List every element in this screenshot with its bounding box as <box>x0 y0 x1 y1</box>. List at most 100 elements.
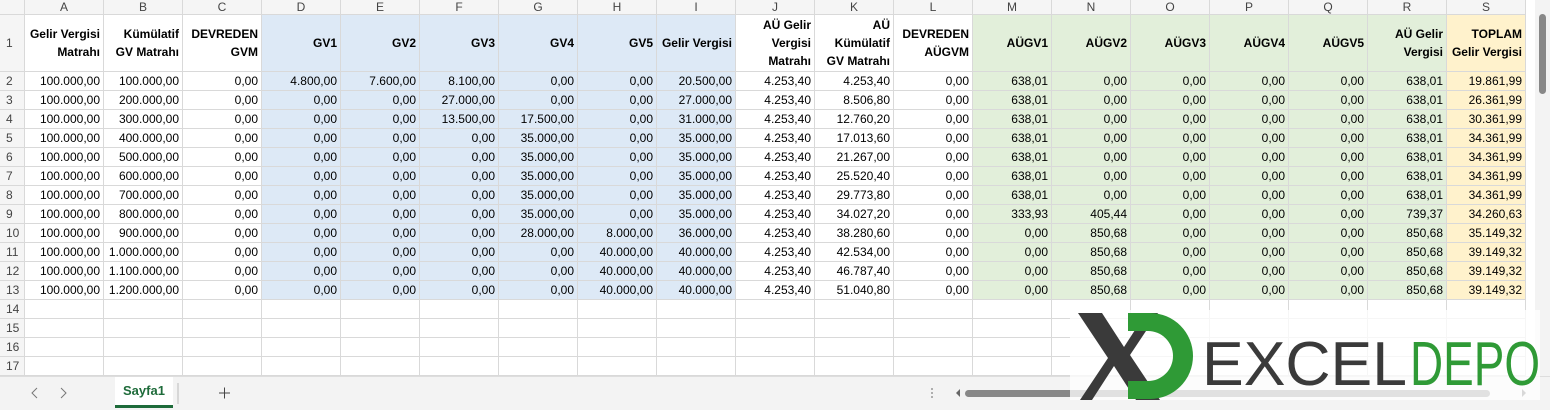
cell: 35.000,00 <box>499 129 578 148</box>
scroll-thumb[interactable] <box>1539 14 1546 94</box>
empty-cell <box>973 319 1052 338</box>
empty-cell <box>894 300 973 319</box>
empty-cell <box>815 338 894 357</box>
cell: 850,68 <box>1052 224 1131 243</box>
column-letter: C <box>183 0 262 15</box>
cell: 0,00 <box>262 243 341 262</box>
cell: 7.600,00 <box>341 72 420 91</box>
column-letter: N <box>1052 0 1131 15</box>
cell: 0,00 <box>341 148 420 167</box>
cell: 0,00 <box>1210 167 1289 186</box>
cell: 500.000,00 <box>104 148 183 167</box>
cell: 405,44 <box>1052 205 1131 224</box>
row-number: 4 <box>0 110 25 129</box>
cell: 100.000,00 <box>25 224 104 243</box>
scroll-left[interactable] <box>956 389 960 397</box>
prev-sheet[interactable] <box>31 387 38 399</box>
column-letter: L <box>894 0 973 15</box>
cell: 1.000.000,00 <box>104 243 183 262</box>
cell: 200.000,00 <box>104 91 183 110</box>
row-number: 17 <box>0 357 25 376</box>
cell: 0,00 <box>578 129 657 148</box>
empty-cell <box>104 357 183 376</box>
cell: 0,00 <box>341 186 420 205</box>
cell: 0,00 <box>894 167 973 186</box>
header-cell: TOPLAM Gelir Vergisi <box>1447 15 1526 72</box>
cell: 0,00 <box>499 91 578 110</box>
cell: 0,00 <box>1289 167 1368 186</box>
cell: 0,00 <box>499 243 578 262</box>
row-number: 5 <box>0 129 25 148</box>
header-cell: AÜ Gelir Vergisi <box>1368 15 1447 72</box>
cell: 100.000,00 <box>25 148 104 167</box>
cell: 0,00 <box>894 110 973 129</box>
cell: 0,00 <box>1289 110 1368 129</box>
row-number: 10 <box>0 224 25 243</box>
next-sheet[interactable] <box>60 387 67 399</box>
add-sheet[interactable] <box>219 387 230 399</box>
cell: 0,00 <box>1131 186 1210 205</box>
cell: 850,68 <box>1052 243 1131 262</box>
cell: 0,00 <box>341 243 420 262</box>
empty-cell <box>183 300 262 319</box>
cell: 34.361,99 <box>1447 148 1526 167</box>
cell: 0,00 <box>1131 110 1210 129</box>
cell: 638,01 <box>1368 110 1447 129</box>
cell: 0,00 <box>262 186 341 205</box>
empty-cell <box>25 338 104 357</box>
column-letter: E <box>341 0 420 15</box>
cell: 0,00 <box>341 110 420 129</box>
row-number: 16 <box>0 338 25 357</box>
column-letter: D <box>262 0 341 15</box>
cell: 100.000,00 <box>25 186 104 205</box>
cell: 638,01 <box>1368 91 1447 110</box>
cell: 12.760,20 <box>815 110 894 129</box>
cell: 40.000,00 <box>578 262 657 281</box>
header-cell: AÜGV3 <box>1131 15 1210 72</box>
cell: 100.000,00 <box>25 205 104 224</box>
cell: 0,00 <box>262 148 341 167</box>
cell: 0,00 <box>183 129 262 148</box>
cell: 0,00 <box>1210 91 1289 110</box>
cell: 0,00 <box>1289 262 1368 281</box>
row-number: 14 <box>0 300 25 319</box>
empty-cell <box>973 357 1052 376</box>
cell: 0,00 <box>183 110 262 129</box>
cell: 0,00 <box>183 167 262 186</box>
cell: 100.000,00 <box>25 91 104 110</box>
cell: 35.000,00 <box>657 186 736 205</box>
empty-cell <box>894 338 973 357</box>
cell: 0,00 <box>183 72 262 91</box>
header-cell: Gelir Vergisi Matrahı <box>25 15 104 72</box>
cell: 0,00 <box>1131 243 1210 262</box>
cell: 39.149,32 <box>1447 262 1526 281</box>
cell: 638,01 <box>973 72 1052 91</box>
cell: 35.000,00 <box>657 205 736 224</box>
cell: 38.280,60 <box>815 224 894 243</box>
cell: 0,00 <box>183 281 262 300</box>
cell: 0,00 <box>1131 205 1210 224</box>
cell: 13.500,00 <box>420 110 499 129</box>
cell: 0,00 <box>1131 129 1210 148</box>
empty-cell <box>894 319 973 338</box>
empty-cell <box>262 338 341 357</box>
cell: 0,00 <box>183 205 262 224</box>
cell: 42.534,00 <box>815 243 894 262</box>
sheet-tab[interactable]: Sayfa1 <box>115 377 173 408</box>
cell: 0,00 <box>1289 224 1368 243</box>
empty-cell <box>657 338 736 357</box>
cell: 600.000,00 <box>104 167 183 186</box>
cell: 20.500,00 <box>657 72 736 91</box>
cell: 638,01 <box>1368 148 1447 167</box>
cell: 4.253,40 <box>736 205 815 224</box>
column-letter: B <box>104 0 183 15</box>
cell: 4.253,40 <box>815 72 894 91</box>
cell: 0,00 <box>1210 243 1289 262</box>
cell: 0,00 <box>420 262 499 281</box>
cell: 34.361,99 <box>1447 129 1526 148</box>
cell: 0,00 <box>420 186 499 205</box>
cell: 0,00 <box>1131 262 1210 281</box>
cell: 0,00 <box>420 243 499 262</box>
cell: 100.000,00 <box>25 72 104 91</box>
